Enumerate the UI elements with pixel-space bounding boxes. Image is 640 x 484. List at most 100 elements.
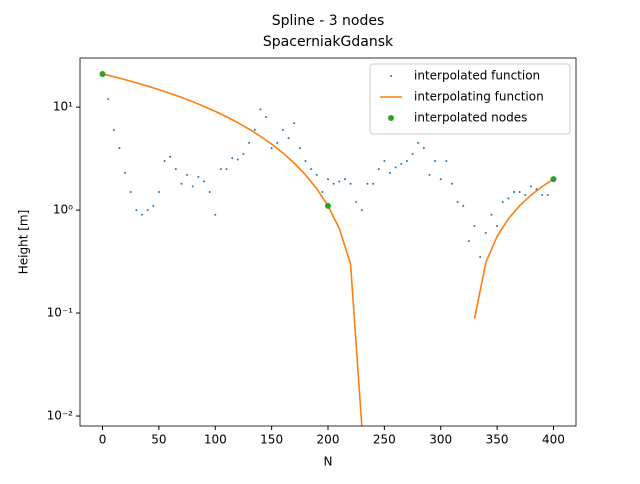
data-point	[327, 178, 329, 181]
data-point	[366, 182, 369, 185]
line	[102, 73, 554, 426]
data-point	[490, 213, 493, 216]
data-point	[360, 209, 363, 212]
chart-subtitle: SpacerniakGdansk	[263, 34, 394, 50]
data-point	[541, 194, 544, 197]
data-point	[157, 190, 160, 193]
data-point	[191, 185, 194, 188]
data-point	[411, 153, 414, 156]
data-point	[428, 173, 431, 176]
x-axis-label: N	[324, 455, 333, 469]
data-point	[355, 200, 358, 203]
data-point	[107, 97, 110, 100]
data-point	[270, 147, 273, 150]
y-tick-label: 10¹	[53, 100, 73, 114]
data-point	[146, 209, 149, 212]
y-axis-label: Height [m]	[17, 210, 31, 275]
data-point	[434, 159, 437, 162]
chart-title: Spline - 3 nodes	[272, 13, 385, 29]
data-point	[293, 122, 296, 125]
data-point	[405, 159, 408, 162]
y-tick-label: 10⁰	[53, 203, 73, 217]
data-point	[422, 147, 425, 150]
legend-label: interpolated nodes	[414, 111, 527, 125]
data-point	[304, 159, 307, 162]
data-point	[152, 204, 155, 207]
data-point	[377, 168, 380, 171]
data-point	[265, 116, 267, 119]
data-point	[118, 147, 121, 150]
y-tick-label: 10⁻¹	[47, 306, 74, 320]
data-point	[180, 182, 183, 185]
data-point	[400, 163, 403, 166]
data-point	[529, 185, 532, 188]
data-point	[338, 180, 341, 183]
data-point	[451, 182, 453, 185]
data-point	[242, 153, 245, 156]
node-marker	[550, 176, 557, 183]
data-point	[445, 159, 448, 162]
data-point	[321, 190, 324, 193]
data-point	[124, 171, 127, 174]
data-point	[513, 190, 515, 193]
data-point	[231, 157, 234, 160]
data-point	[456, 200, 459, 203]
axes-frame	[79, 57, 577, 427]
data-point	[501, 200, 504, 203]
legend-swatch	[390, 75, 392, 77]
data-point	[214, 213, 217, 216]
data-point	[394, 166, 397, 169]
data-point	[496, 225, 499, 228]
data-point	[169, 155, 172, 158]
data-point	[203, 180, 205, 183]
data-point	[186, 173, 189, 176]
data-point	[310, 168, 313, 171]
data-point	[507, 197, 510, 200]
data-point	[135, 209, 138, 212]
plot-area	[99, 70, 557, 426]
data-point	[315, 173, 318, 176]
data-point	[253, 128, 256, 131]
data-point	[349, 182, 352, 185]
data-point	[546, 194, 549, 197]
y-tick-label: 10⁻²	[47, 409, 74, 423]
data-point	[236, 158, 239, 161]
x-tick-label: 350	[486, 433, 509, 447]
data-point	[276, 141, 279, 144]
legend-label: interpolated function	[414, 69, 540, 83]
legend-swatch	[388, 115, 394, 121]
data-point	[259, 108, 262, 111]
data-point	[372, 182, 375, 185]
data-point	[467, 240, 470, 243]
data-point	[524, 194, 527, 197]
data-point	[473, 225, 476, 228]
legend-box	[369, 63, 571, 135]
data-point	[298, 147, 301, 150]
data-point	[197, 175, 200, 178]
data-point	[281, 128, 284, 131]
data-point	[484, 231, 487, 234]
x-tick-label: 0	[99, 433, 107, 447]
data-point	[112, 128, 115, 131]
data-point	[129, 190, 132, 193]
x-tick-label: 100	[204, 433, 227, 447]
data-point	[383, 159, 386, 162]
data-point	[462, 204, 465, 207]
data-point	[332, 182, 335, 185]
data-point	[141, 213, 143, 216]
x-tick-label: 200	[317, 433, 340, 447]
data-point	[163, 159, 166, 162]
node-marker	[325, 202, 331, 209]
data-point	[219, 168, 222, 171]
x-tick-label: 250	[373, 433, 396, 447]
x-tick-label: 150	[260, 433, 283, 447]
data-point	[439, 178, 442, 181]
data-point	[389, 171, 391, 174]
data-point	[479, 256, 482, 259]
data-point	[208, 190, 211, 193]
data-point	[417, 141, 420, 144]
node-marker	[99, 70, 106, 77]
data-point	[343, 178, 346, 181]
data-point	[225, 168, 228, 171]
